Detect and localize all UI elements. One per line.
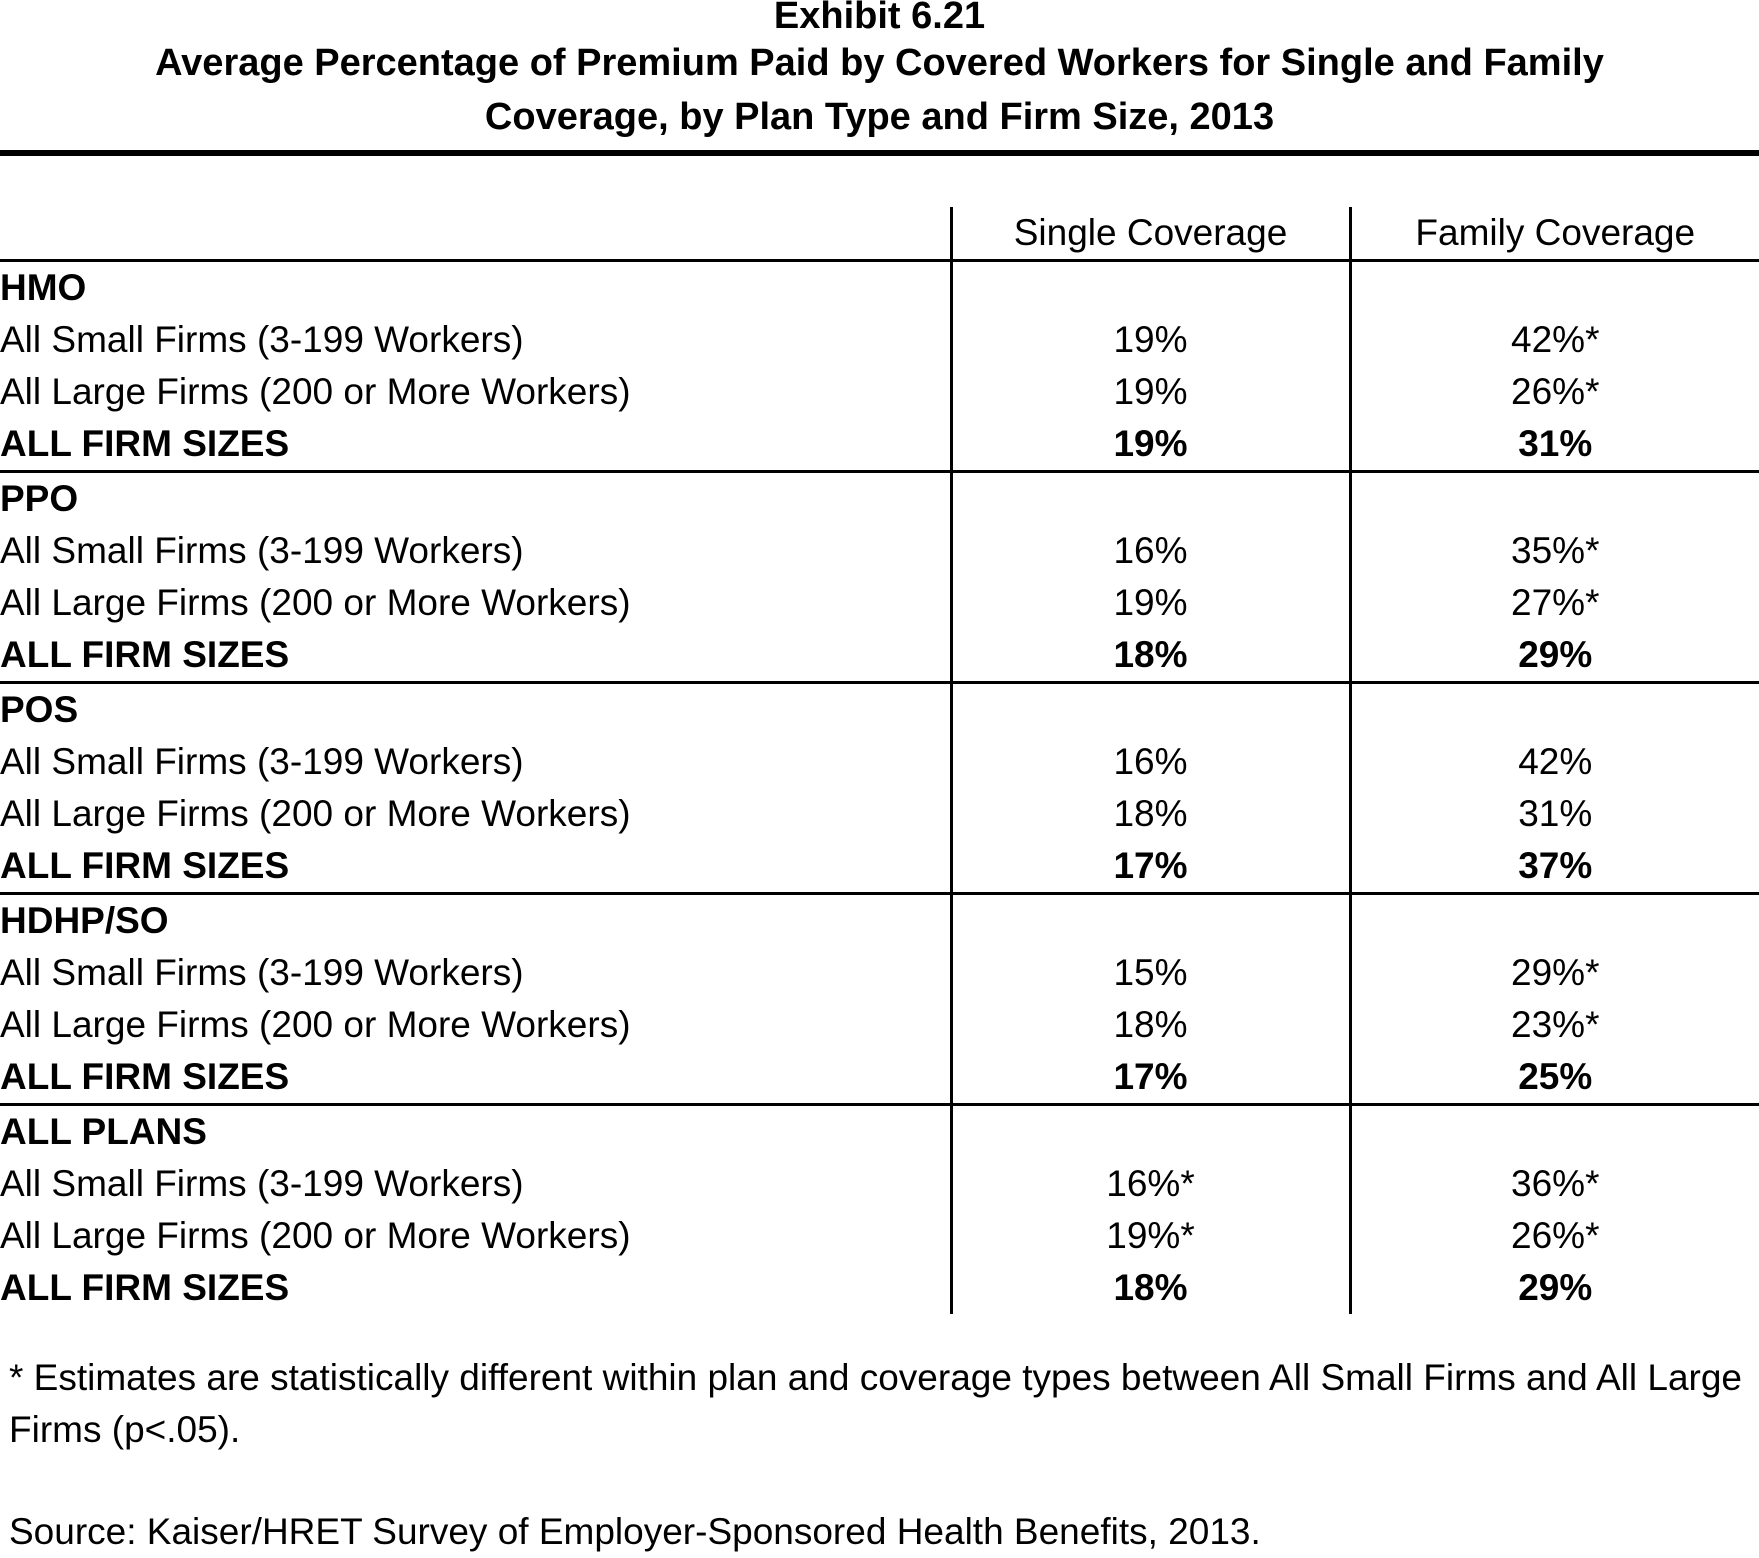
group-label: PPO xyxy=(0,478,79,519)
row-label: ALL FIRM SIZES xyxy=(0,1051,951,1106)
single-value: 19% xyxy=(949,418,1350,473)
family-value: 29% xyxy=(1348,1262,1759,1314)
single-value: 18% xyxy=(949,999,1350,1051)
single-value: 19% xyxy=(949,577,1350,629)
family-value: 29% xyxy=(1348,629,1759,684)
exhibit-number: Exhibit 6.21 xyxy=(773,0,986,37)
family-value: 42%* xyxy=(1348,314,1759,366)
single-value: 19% xyxy=(949,314,1350,366)
premium-share-table: Single Coverage Family Coverage HMO All … xyxy=(0,207,1759,1314)
row-label: All Small Firms (3-199 Workers) xyxy=(0,1163,524,1204)
table-row: All Large Firms (200 or More Workers) 18… xyxy=(0,999,1759,1051)
single-value: 17% xyxy=(949,840,1350,895)
table-row: All Small Firms (3-199 Workers) 15% 29%* xyxy=(0,947,1759,999)
table-row: All Small Firms (3-199 Workers) 16%* 36%… xyxy=(0,1158,1759,1210)
chart-title-line-1: Average Percentage of Premium Paid by Co… xyxy=(155,42,1604,84)
group-row-pos: POS xyxy=(0,682,1759,736)
row-label: All Large Firms (200 or More Workers) xyxy=(0,1215,631,1256)
table-header-row: Single Coverage Family Coverage xyxy=(0,207,1759,262)
family-value: 31% xyxy=(1348,788,1759,840)
total-row: ALL FIRM SIZES 19% 31% xyxy=(0,418,1759,473)
row-label: All Large Firms (200 or More Workers) xyxy=(0,582,631,623)
group-row-ppo: PPO xyxy=(0,471,1759,525)
chart-title-line-2: Coverage, by Plan Type and Firm Size, 20… xyxy=(484,96,1275,138)
group-row-hdhp-so: HDHP/SO xyxy=(0,893,1759,947)
family-value: 37% xyxy=(1348,840,1759,895)
total-row: ALL FIRM SIZES 17% 37% xyxy=(0,840,1759,895)
row-label: All Small Firms (3-199 Workers) xyxy=(0,741,524,782)
row-label: All Small Firms (3-199 Workers) xyxy=(0,530,524,571)
single-value: 18% xyxy=(949,629,1350,684)
single-value: 16%* xyxy=(949,1158,1350,1210)
table-row: All Large Firms (200 or More Workers) 18… xyxy=(0,788,1759,840)
table-row: All Small Firms (3-199 Workers) 16% 35%* xyxy=(0,525,1759,577)
single-value: 16% xyxy=(949,736,1350,788)
row-label: All Large Firms (200 or More Workers) xyxy=(0,1004,631,1045)
column-header-family: Family Coverage xyxy=(1348,207,1759,262)
total-row: ALL FIRM SIZES 18% 29% xyxy=(0,629,1759,684)
group-label: ALL PLANS xyxy=(0,1111,207,1152)
family-value: 29%* xyxy=(1348,947,1759,999)
group-row-hmo: HMO xyxy=(0,260,1759,314)
single-value: 19% xyxy=(949,366,1350,418)
row-label: ALL FIRM SIZES xyxy=(0,840,951,895)
title-block: Exhibit 6.21 Average Percentage of Premi… xyxy=(0,0,1759,144)
row-label: All Small Firms (3-199 Workers) xyxy=(0,952,524,993)
family-value: 26%* xyxy=(1348,366,1759,418)
table-row: All Small Firms (3-199 Workers) 19% 42%* xyxy=(0,314,1759,366)
single-value: 17% xyxy=(949,1051,1350,1106)
source-note: Source: Kaiser/HRET Survey of Employer-S… xyxy=(9,1511,1261,1552)
family-value: 23%* xyxy=(1348,999,1759,1051)
family-value: 25% xyxy=(1348,1051,1759,1106)
family-value: 31% xyxy=(1348,418,1759,473)
footnote: * Estimates are statistically different … xyxy=(9,1357,1743,1450)
total-row: ALL FIRM SIZES 17% 25% xyxy=(0,1051,1759,1106)
single-value: 19%* xyxy=(949,1210,1350,1262)
group-row-all-plans: ALL PLANS xyxy=(0,1104,1759,1158)
title-divider xyxy=(0,150,1759,156)
row-label: All Small Firms (3-199 Workers) xyxy=(0,319,524,360)
family-value: 26%* xyxy=(1348,1210,1759,1262)
column-header-single: Single Coverage xyxy=(949,207,1350,262)
group-label: POS xyxy=(0,689,79,730)
single-value: 16% xyxy=(949,525,1350,577)
group-label: HDHP/SO xyxy=(0,900,169,941)
total-row: ALL FIRM SIZES 18% 29% xyxy=(0,1262,1759,1314)
table-row: All Large Firms (200 or More Workers) 19… xyxy=(0,366,1759,418)
row-label: All Large Firms (200 or More Workers) xyxy=(0,371,631,412)
family-value: 27%* xyxy=(1348,577,1759,629)
row-label: All Large Firms (200 or More Workers) xyxy=(0,793,631,834)
group-label: HMO xyxy=(0,267,87,308)
family-value: 35%* xyxy=(1348,525,1759,577)
row-label: ALL FIRM SIZES xyxy=(0,418,951,473)
row-label: ALL FIRM SIZES xyxy=(0,629,951,684)
row-label: ALL FIRM SIZES xyxy=(0,1267,290,1308)
single-value: 18% xyxy=(949,1262,1350,1314)
single-value: 15% xyxy=(949,947,1350,999)
single-value: 18% xyxy=(949,788,1350,840)
family-value: 42% xyxy=(1348,736,1759,788)
table-row: All Small Firms (3-199 Workers) 16% 42% xyxy=(0,736,1759,788)
table-row: All Large Firms (200 or More Workers) 19… xyxy=(0,577,1759,629)
family-value: 36%* xyxy=(1348,1158,1759,1210)
header-corner-cell xyxy=(0,207,951,262)
table-row: All Large Firms (200 or More Workers) 19… xyxy=(0,1210,1759,1262)
